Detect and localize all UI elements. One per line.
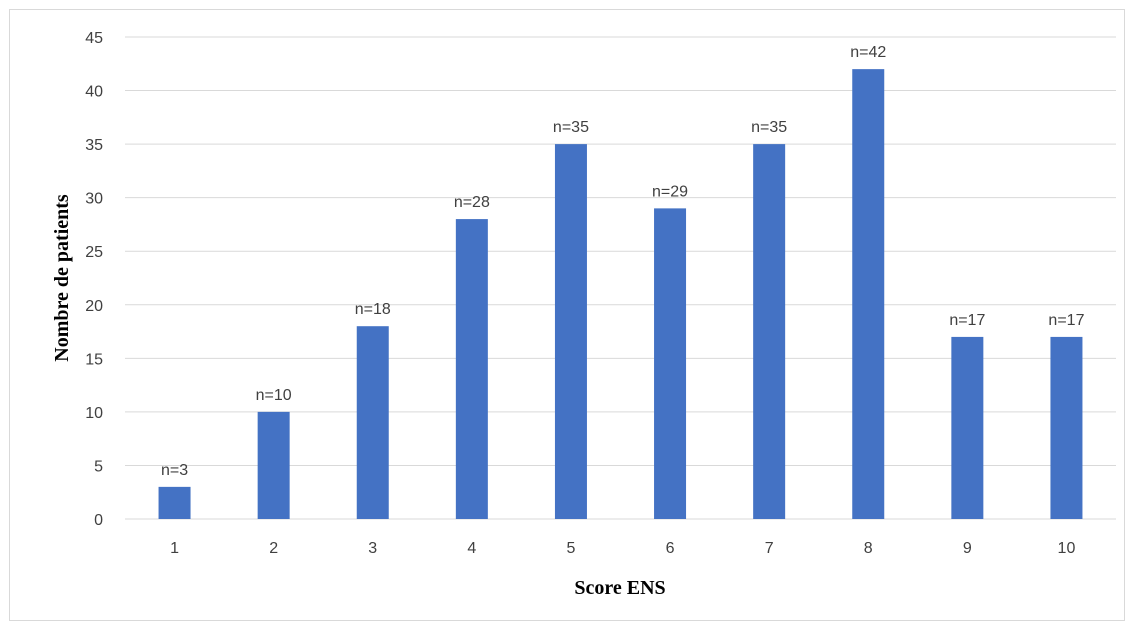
x-tick-label: 10 [1058, 540, 1076, 557]
y-axis-ticks: 0 5 10 15 20 25 30 35 40 45 [85, 30, 103, 529]
bar [257, 411, 290, 519]
gridlines [125, 36, 1116, 520]
x-axis-title: Score ENS [574, 577, 665, 599]
bar [1050, 336, 1083, 519]
x-tick-label: 2 [269, 540, 278, 557]
y-tick-label: 35 [85, 137, 103, 154]
x-axis-ticks: 1 2 3 4 5 6 7 8 9 10 [170, 540, 1075, 557]
x-tick-label: 4 [467, 540, 476, 557]
data-label: n=3 [161, 462, 188, 479]
data-label: n=18 [355, 301, 391, 318]
bar [554, 144, 587, 519]
x-tick-label: 6 [666, 540, 675, 557]
bar [753, 144, 786, 519]
x-tick-label: 7 [765, 540, 774, 557]
x-tick-label: 1 [170, 540, 179, 557]
y-tick-label: 5 [94, 458, 103, 475]
bar [951, 336, 984, 519]
x-tick-label: 8 [864, 540, 873, 557]
y-tick-label: 10 [85, 405, 103, 422]
bar [158, 486, 191, 519]
bar [852, 69, 885, 519]
y-tick-label: 15 [85, 351, 103, 368]
y-tick-label: 25 [85, 244, 103, 261]
data-label: n=42 [850, 44, 886, 61]
data-label: n=17 [1048, 312, 1084, 329]
y-tick-label: 20 [85, 298, 103, 315]
data-label: n=17 [949, 312, 985, 329]
bars [158, 69, 1083, 520]
y-axis-title: Nombre de patients [51, 194, 73, 362]
x-tick-label: 5 [566, 540, 575, 557]
bar [455, 219, 488, 520]
data-label: n=10 [256, 387, 292, 404]
data-label: n=28 [454, 194, 490, 211]
x-tick-label: 9 [963, 540, 972, 557]
y-tick-label: 40 [85, 84, 103, 101]
y-tick-label: 0 [94, 512, 103, 529]
data-labels: n=3 n=10 n=18 n=28 n=35 n=29 n=35 n=42 n=17 n=17 [161, 44, 1085, 479]
data-label: n=35 [751, 119, 787, 136]
y-tick-label: 45 [85, 30, 103, 47]
bar [654, 208, 687, 519]
bar [356, 326, 389, 519]
y-tick-label: 30 [85, 191, 103, 208]
data-label: n=35 [553, 119, 589, 136]
data-label: n=29 [652, 183, 688, 200]
x-tick-label: 3 [368, 540, 377, 557]
